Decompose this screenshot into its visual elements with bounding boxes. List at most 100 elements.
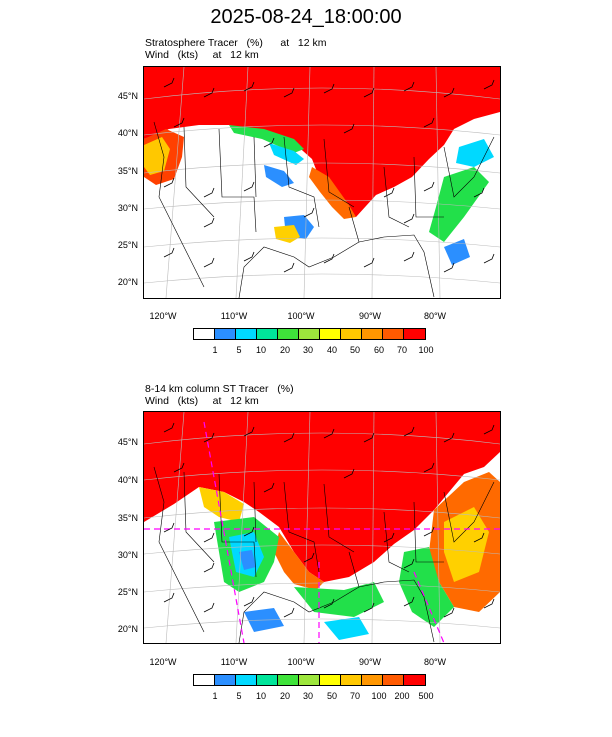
panel2-colorbar-box [299, 675, 320, 685]
panel2-colorbar-label: 20 [279, 691, 290, 701]
column-tracer-orange [274, 532, 324, 590]
panel2-lon-110: 110°W [220, 657, 248, 667]
state-boundaries [153, 121, 495, 298]
panel1-colorbar-box [383, 329, 404, 339]
wind-barbs [163, 77, 495, 273]
panel1-colorbar-label: 5 [236, 345, 242, 355]
panel1-lon-120: 120°W [149, 311, 177, 321]
panel2-colorbar [193, 674, 426, 686]
panel1-colorbar-box [404, 329, 425, 339]
panel1-colorbar-box [278, 329, 299, 339]
column-tracer-east-green [399, 547, 454, 627]
dashed-box-lines [144, 421, 500, 643]
panel1-lat-35: 35°N [117, 166, 138, 176]
panel2-lat-30: 30°N [117, 550, 138, 560]
column-tracer-high-region [144, 412, 500, 582]
panel2-colorbar-label: 5 [236, 691, 242, 701]
panel1-title-line1: Stratosphere Tracer (%) at 12 km [145, 37, 327, 49]
panel1-colorbar-label: 70 [396, 345, 407, 355]
column-tracer-south-cyan [324, 617, 369, 640]
panel1-colorbar-box [320, 329, 341, 339]
panel2-colorbar-box [341, 675, 362, 685]
panel2-colorbar-box [194, 675, 215, 685]
panel2-title: 8-14 km column ST Tracer (%) Wind (kts) … [145, 383, 294, 407]
panel1-title-line2: Wind (kts) at 12 km [145, 49, 259, 61]
tracer-blue-patch-1 [264, 165, 294, 187]
panel1-colorbar-label: 10 [255, 345, 266, 355]
panel2-lat-45: 45°N [117, 437, 138, 447]
wind-barbs [163, 422, 495, 618]
panel2-map [143, 411, 501, 644]
tracer-green-east [429, 167, 489, 242]
tracer-orange-band [309, 167, 356, 219]
panel1-colorbar-box [194, 329, 215, 339]
panel1-map-graphic [144, 67, 500, 298]
panel1-colorbar-label: 60 [373, 345, 384, 355]
panel2-colorbar-box [362, 675, 383, 685]
panel1-lat-20: 20°N [117, 277, 138, 287]
panel1-colorbar [193, 328, 426, 340]
panel2-title-line2: Wind (kts) at 12 km [145, 395, 259, 407]
graticule [144, 412, 500, 643]
panel2-lon-120: 120°W [149, 657, 177, 667]
panel2-lon-100: 100°W [287, 657, 315, 667]
panel1-lon-90: 90°W [358, 311, 382, 321]
panel1-lat-30: 30°N [117, 203, 138, 213]
panel1-colorbar-label: 1 [212, 345, 218, 355]
panel2-colorbar-box [236, 675, 257, 685]
panel2-colorbar-label: 30 [302, 691, 313, 701]
panel2-colorbar-box [320, 675, 341, 685]
column-tracer-east-yellow [444, 507, 489, 582]
panel1-colorbar-box [236, 329, 257, 339]
panel1-colorbar-box [257, 329, 278, 339]
panel2-colorbar-box [278, 675, 299, 685]
panel1-colorbar-label: 100 [418, 345, 434, 355]
panel1-map [143, 66, 501, 299]
panel2-lat-20: 20°N [117, 624, 138, 634]
panel1-lon-110: 110°W [220, 311, 248, 321]
panel1-lat-40: 40°N [117, 128, 138, 138]
panel1-colorbar-box [215, 329, 236, 339]
tracer-blue-east [444, 239, 470, 265]
panel1-colorbar-box [362, 329, 383, 339]
panel2-colorbar-label: 200 [394, 691, 410, 701]
tracer-cyan-fringe [269, 143, 304, 165]
panel2-colorbar-label: 70 [349, 691, 360, 701]
panel2-lon-80: 80°W [423, 657, 447, 667]
panel2-map-graphic [144, 412, 500, 643]
tracer-yellow-west [144, 137, 170, 175]
panel1-colorbar-label: 30 [302, 345, 313, 355]
panel1-lon-100: 100°W [287, 311, 315, 321]
panel1-colorbar-label: 20 [279, 345, 290, 355]
panel1-colorbar-label: 40 [326, 345, 337, 355]
panel2-colorbar-label: 10 [255, 691, 266, 701]
panel1-colorbar-box [299, 329, 320, 339]
panel1-title: Stratosphere Tracer (%) at 12 km Wind (k… [145, 37, 326, 61]
panel1-lon-80: 80°W [423, 311, 447, 321]
tracer-high-region [144, 67, 500, 217]
map-title: 2025-08-24_18:00:00 [210, 6, 402, 28]
panel2-title-line1: 8-14 km column ST Tracer (%) [145, 383, 294, 395]
panel2-colorbar-label: 100 [371, 691, 387, 701]
panel2-lat-40: 40°N [117, 475, 138, 485]
panel1-colorbar-box [341, 329, 362, 339]
panel2-colorbar-label: 500 [418, 691, 434, 701]
panel2-colorbar-box [215, 675, 236, 685]
panel2-lat-35: 35°N [117, 513, 138, 523]
panel1-lat-45: 45°N [117, 91, 138, 101]
panel2-colorbar-label: 1 [212, 691, 218, 701]
panel2-colorbar-box [257, 675, 278, 685]
panel2-colorbar-box [383, 675, 404, 685]
panel1-colorbar-label: 50 [349, 345, 360, 355]
column-tracer-blue-central [239, 550, 256, 570]
tracer-cyan-east [456, 139, 494, 167]
tracer-green-fringe [229, 125, 304, 153]
panel2-colorbar-label: 50 [326, 691, 337, 701]
panel2-lat-25: 25°N [117, 587, 138, 597]
panel1-lat-25: 25°N [117, 240, 138, 250]
column-tracer-yellow [199, 487, 244, 522]
column-tracer-south-green [294, 582, 384, 617]
panel2-colorbar-box [404, 675, 425, 685]
panel2-lon-90: 90°W [358, 657, 382, 667]
graticule [144, 67, 500, 298]
